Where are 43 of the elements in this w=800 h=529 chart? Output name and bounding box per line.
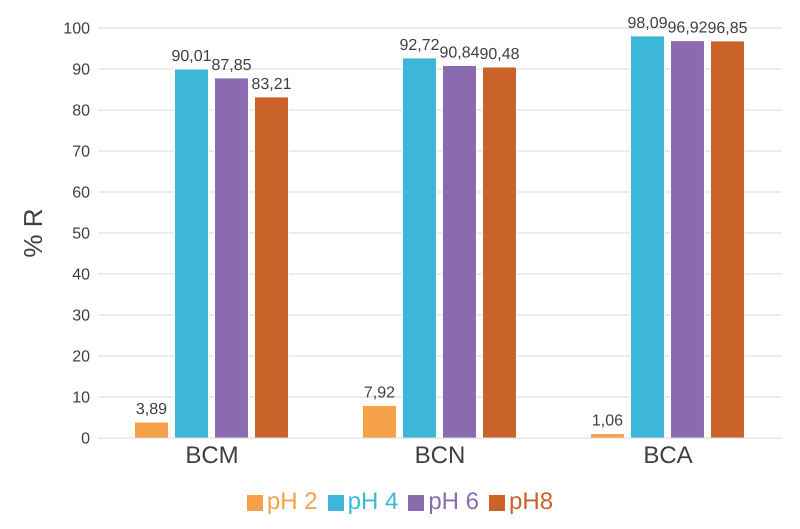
- data-label: 96,85: [707, 20, 748, 37]
- y-tick-label: 10: [72, 390, 90, 407]
- y-tick-label: 40: [72, 266, 90, 284]
- data-label: 1,06: [592, 412, 624, 430]
- data-label: 98,09: [627, 14, 668, 32]
- bar: [630, 35, 665, 438]
- y-tick-label: 50: [72, 226, 90, 243]
- y-tick-label: 90: [72, 62, 90, 79]
- legend-label: pH 4: [348, 488, 398, 515]
- bar: [710, 40, 745, 438]
- y-tick-label: 0: [81, 430, 90, 448]
- bar: [590, 433, 625, 438]
- bar: [670, 40, 705, 438]
- y-tick-label: 80: [72, 102, 90, 120]
- legend-label: pH8: [509, 488, 554, 515]
- y-tick-label: 70: [72, 144, 90, 161]
- bar: [254, 96, 289, 438]
- bar: [442, 65, 477, 438]
- bar: [214, 77, 249, 438]
- data-label: 83,21: [251, 76, 292, 93]
- x-tick-label: BCN: [414, 442, 466, 470]
- x-tick-label: BCM: [185, 442, 239, 470]
- data-label: 90,84: [439, 44, 480, 62]
- data-label: 90,01: [171, 48, 212, 65]
- legend-label: pH 2: [266, 488, 318, 515]
- x-tick-label: BCA: [643, 442, 693, 470]
- y-tick-label: 100: [63, 20, 90, 38]
- bar: [362, 405, 397, 438]
- y-tick-label: 60: [72, 184, 90, 202]
- y-axis-title: % R: [18, 208, 48, 258]
- bar: [402, 57, 437, 438]
- y-tick-label: 20: [72, 348, 90, 366]
- data-label: 7,92: [364, 384, 396, 402]
- data-label: 90,48: [479, 46, 520, 64]
- bar: [134, 422, 169, 438]
- bar: [174, 68, 209, 438]
- y-tick-label: 30: [72, 308, 90, 325]
- bar: [482, 66, 517, 438]
- data-label: 3,89: [136, 401, 168, 418]
- legend-label: pH 6: [428, 488, 480, 515]
- data-label: 87,85: [211, 56, 252, 74]
- data-label: 96,92: [667, 20, 708, 37]
- data-label: 92,72: [399, 36, 440, 54]
